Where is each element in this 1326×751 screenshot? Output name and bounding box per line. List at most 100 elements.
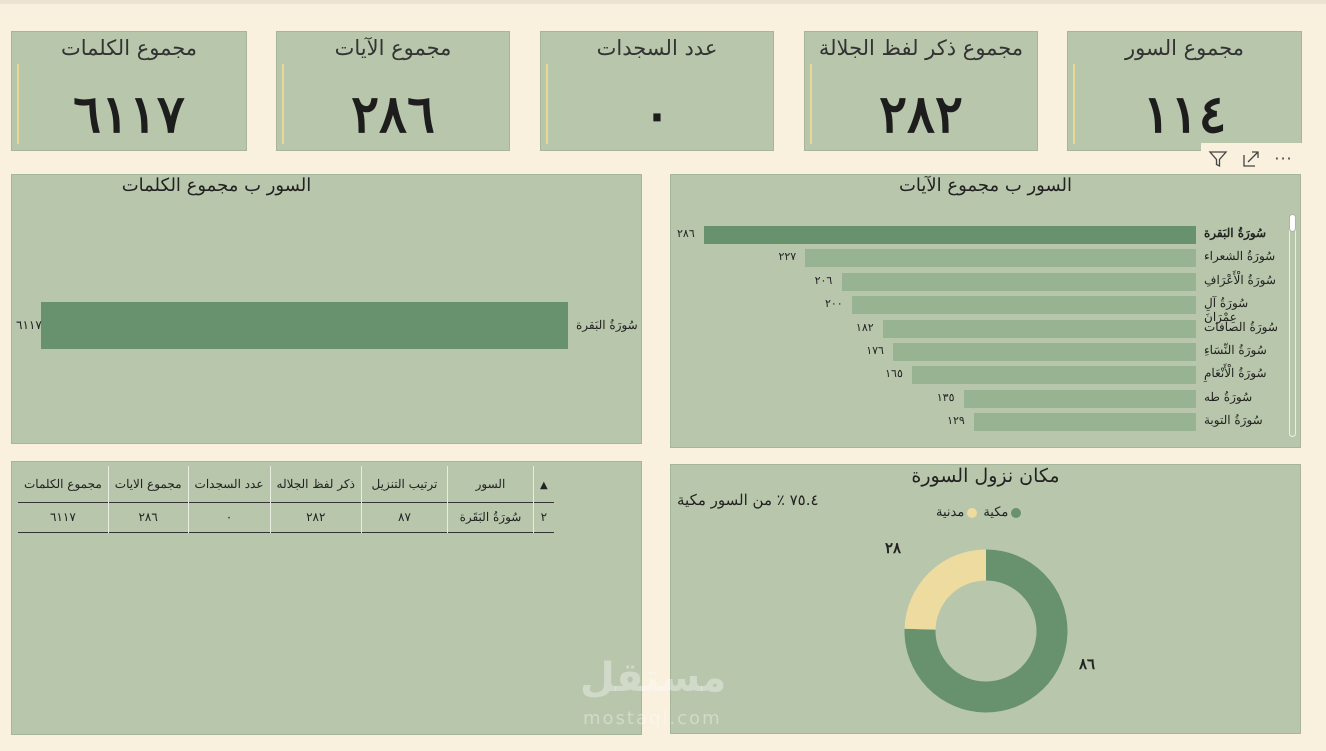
table-cell: ٨٧ <box>361 502 448 532</box>
data-label-makki: ٨٦ <box>1079 655 1096 673</box>
category-label: سُورَةُ الْأَعْرَافِ <box>1204 272 1276 287</box>
bar-row[interactable]: ٢٢٧ سُورَةُ الشعراء <box>671 248 1301 268</box>
legend-dot <box>1011 507 1022 518</box>
table-header-row: مجموع الكلمات مجموع الايات عدد السجدات ذ… <box>18 466 554 502</box>
kpi-value: ١١٤ <box>1142 84 1227 145</box>
filter-icon <box>1208 150 1227 167</box>
data-label: ١٧٦ <box>866 344 884 357</box>
category-label: سُورَةُ التوبة <box>1204 413 1263 428</box>
kpi-title: مجموع الكلمات <box>60 36 198 60</box>
bar-row[interactable]: ١٦٥ سُورَةُ الْأَنْعَامِ <box>671 365 1301 385</box>
sort-column-header[interactable]: ▲ <box>533 466 553 502</box>
bar-row[interactable]: ٢٠٠ سُورَةُ آلِ عِمْرَانَ <box>671 295 1301 324</box>
chart-title: السور ب مجموع الكلمات <box>121 175 312 196</box>
focus-mode-icon <box>1242 150 1259 167</box>
category-label: سُورَةُ الشعراء <box>1204 249 1276 264</box>
kpi-value: ٠ <box>643 84 671 145</box>
bar-row[interactable]: ٢٠٦ سُورَةُ الْأَعْرَافِ <box>671 272 1301 292</box>
bar-row[interactable]: ١٧٦ سُورَةُ النِّسَاءِ <box>671 342 1301 362</box>
kpi-value: ٦١١٧ <box>73 84 185 145</box>
bar-baqarah[interactable] <box>41 302 568 349</box>
table-cell: ٦١١٧ <box>18 502 109 532</box>
data-label: ١٣٥ <box>936 390 955 404</box>
card-accent <box>546 64 548 144</box>
kpi-card-words[interactable]: مجموع الكلمات ٦١١٧ <box>11 31 247 151</box>
data-label: ٢٢٧ <box>778 250 797 264</box>
table-row[interactable]: ٦١١٧ ٢٨٦ ٠ ٢٨٢ ٨٧ سُورَةُ البَقَرة ٢ <box>18 502 554 532</box>
data-label-madani: ٢٨ <box>885 539 902 557</box>
chart-title: مكان نزول السورة <box>911 465 1060 487</box>
category-label: سُورَةُ البَقرة <box>576 318 638 332</box>
column-header[interactable]: السور <box>447 466 534 502</box>
legend-label: مكية <box>983 505 1009 520</box>
bar[interactable] <box>841 272 1196 291</box>
data-label: ١٢٩ <box>947 414 965 428</box>
table-panel[interactable]: مجموع الكلمات مجموع الايات عدد السجدات ذ… <box>11 461 642 735</box>
chart-subtitle: ٧٥.٤ ٪ من السور مكية <box>677 491 819 509</box>
bar-row[interactable]: ١٣٥ سُورَةُ طه <box>671 389 1301 409</box>
revelation-place-panel[interactable]: مكان نزول السورة ٧٥.٤ ٪ من السور مكية مك… <box>670 464 1301 734</box>
category-label: سُورَةُ الْأَنْعَامِ <box>1204 366 1267 381</box>
table-cell: ٢ <box>540 510 548 524</box>
scrollbar-thumb[interactable] <box>1289 214 1296 232</box>
kpi-value: ٢٨٢ <box>879 84 963 145</box>
card-accent <box>1073 64 1075 144</box>
bar-row[interactable]: ١٢٩ سُورَةُ التوبة <box>671 412 1301 432</box>
table-cell: سُورَةُ البَقَرة <box>447 502 534 532</box>
data-label: ٢٠٦ <box>814 273 833 287</box>
focus-mode-button[interactable] <box>1234 143 1267 174</box>
table-cell: ٢٨٢ <box>270 502 362 532</box>
kpi-card-sajdas[interactable]: عدد السجدات ٠ <box>540 31 774 151</box>
kpi-card-ayat[interactable]: مجموع الآيات ٢٨٦ <box>276 31 510 151</box>
kpi-title: مجموع ذكر لفظ الجلالة <box>818 36 1024 60</box>
card-accent <box>17 64 19 144</box>
scrollbar-track[interactable] <box>1289 215 1296 437</box>
bar[interactable] <box>893 343 1196 361</box>
bar-row[interactable]: ٢٨٦ سُورَةُ البَقرة <box>671 225 1301 245</box>
kpi-title: مجموع السور <box>1125 36 1244 60</box>
card-accent <box>282 64 284 144</box>
data-label: ٢٨٦ <box>677 227 695 240</box>
bar[interactable] <box>912 366 1196 385</box>
legend-item-madani[interactable]: مدنية <box>936 505 978 520</box>
donut-slice-madani[interactable] <box>904 549 987 631</box>
kpi-title: مجموع الآيات <box>334 36 452 60</box>
column-header[interactable]: مجموع الكلمات <box>18 466 109 502</box>
column-header[interactable]: ترتيب التنزيل <box>361 466 448 502</box>
words-chart-panel[interactable]: السور ب مجموع الكلمات ٦١١٧ سُورَةُ البَق… <box>11 174 642 444</box>
bar-row[interactable]: ١٨٢ سُورَةُ الصافات <box>671 319 1301 339</box>
legend-dot <box>967 507 978 518</box>
kpi-card-allah-mentions[interactable]: مجموع ذكر لفظ الجلالة ٢٨٢ <box>804 31 1038 151</box>
bar[interactable] <box>851 296 1196 315</box>
data-label: ٢٠٠ <box>824 297 843 311</box>
table-cell: ٠ <box>188 502 271 532</box>
chart-legend: مكية مدنية <box>936 505 1022 520</box>
donut-slice-makki[interactable] <box>904 549 1068 713</box>
top-border <box>0 0 1326 4</box>
category-label: سُورَةُ البَقرة <box>1204 226 1267 240</box>
bar[interactable] <box>963 389 1196 408</box>
column-header[interactable]: مجموع الايات <box>108 466 189 502</box>
legend-item-makki[interactable]: مكية <box>983 505 1022 520</box>
card-accent <box>810 64 812 144</box>
watermark-logo: مستقل <box>580 655 727 701</box>
ayat-chart-panel[interactable]: السور ب مجموع الآيات ٢٨٦ سُورَةُ البَقرة ٢… <box>670 174 1301 448</box>
data-label: ١٦٥ <box>885 367 903 381</box>
donut-chart[interactable] <box>671 465 1302 735</box>
visual-toolbar: ··· <box>1201 143 1302 174</box>
data-label: ١٨٢ <box>855 320 874 334</box>
bar[interactable] <box>882 319 1196 338</box>
kpi-card-surahs[interactable]: مجموع السور ١١٤ <box>1067 31 1302 151</box>
more-options-button[interactable]: ··· <box>1267 143 1300 174</box>
watermark-url: mostaql.com <box>583 708 722 729</box>
filter-button[interactable] <box>1201 143 1234 174</box>
column-header[interactable]: عدد السجدات <box>188 466 271 502</box>
bar[interactable] <box>805 249 1196 268</box>
table-cell: ٢٨٦ <box>108 502 189 532</box>
kpi-value: ٢٨٦ <box>351 84 435 145</box>
category-label: سُورَةُ آلِ عِمْرَانَ <box>1204 296 1249 325</box>
bar[interactable] <box>704 226 1196 244</box>
column-header[interactable]: ذكر لفظ الجلاله <box>270 466 362 502</box>
bar[interactable] <box>974 413 1196 432</box>
category-label: سُورَةُ النِّسَاءِ <box>1204 343 1267 357</box>
